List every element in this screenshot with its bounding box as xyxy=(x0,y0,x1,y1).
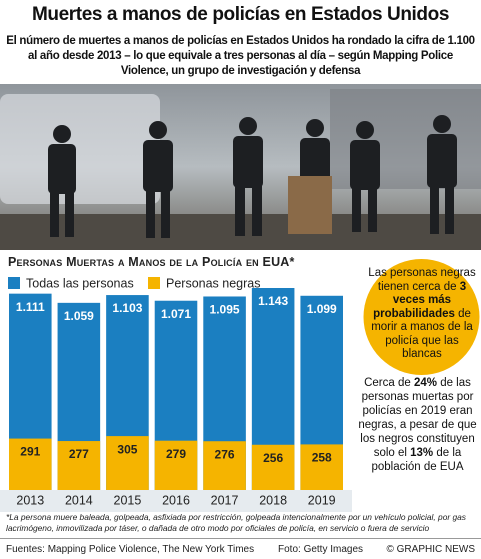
x-tick-label: 2017 xyxy=(211,493,239,507)
bar xyxy=(300,444,343,490)
callout-text: de la población de EUA xyxy=(371,447,464,473)
value-label: 1.099 xyxy=(307,302,337,316)
credit: © GRAPHIC NEWS xyxy=(386,544,476,555)
legend-swatch xyxy=(148,277,160,289)
legend-label: Todas las personas xyxy=(26,276,134,290)
value-label: 1.095 xyxy=(210,303,240,317)
legend-swatch xyxy=(8,277,20,289)
value-label: 276 xyxy=(215,447,235,461)
bar xyxy=(154,440,198,490)
value-label: 291 xyxy=(20,445,40,459)
value-label: 258 xyxy=(312,451,332,465)
x-tick-label: 2013 xyxy=(16,493,44,507)
photo-bollard xyxy=(288,176,332,234)
callout-text: de las personas muertas por policías en … xyxy=(358,377,477,459)
callout-background xyxy=(363,259,480,375)
subtitle: El número de muertes a manos de policías… xyxy=(6,35,475,77)
value-label: 256 xyxy=(263,451,283,465)
bar xyxy=(57,441,101,490)
bar xyxy=(203,441,246,490)
source: Fuentes: Mapping Police Violence, The Ne… xyxy=(6,544,255,555)
title: Muertes a manos de policías en Estados U… xyxy=(31,4,449,25)
value-label: 1.143 xyxy=(258,294,288,308)
x-tick-label: 2018 xyxy=(259,493,287,507)
callout: Cerca de 24% de las personas muertas por… xyxy=(357,376,478,474)
value-label: 1.071 xyxy=(161,307,191,321)
x-tick-label: 2016 xyxy=(162,493,190,507)
callout-text: Las personas negras tienen cerca de xyxy=(368,267,476,293)
callout-emphasis: 24% xyxy=(413,377,437,389)
year-band xyxy=(0,490,352,512)
callout-emphasis: 3 veces más probabilidades xyxy=(373,280,467,320)
value-label: 277 xyxy=(69,447,89,461)
value-label: 1.059 xyxy=(64,309,94,323)
x-tick-label: 2015 xyxy=(114,493,142,507)
callout-emphasis: 13% xyxy=(410,447,434,459)
footer: Fuentes: Mapping Police Violence, The Ne… xyxy=(0,538,481,559)
value-label: 1.111 xyxy=(16,300,45,314)
x-tick-label: 2014 xyxy=(65,493,93,507)
photo-credit: Foto: Getty Images xyxy=(278,544,364,555)
photo-van xyxy=(0,94,160,204)
callout-text: de morir a manos de la policía que las b… xyxy=(371,307,473,361)
callout-text: Cerca de xyxy=(364,377,414,389)
value-label: 305 xyxy=(117,442,137,456)
value-label: 1.103 xyxy=(112,301,142,315)
chart: Todas las personas Personas negras 1.111 29… xyxy=(0,276,352,512)
value-label: 279 xyxy=(166,447,186,461)
footnote: *La persona muere baleada, golpeada, asf… xyxy=(6,512,466,533)
callout: Las personas negras tienen cerca de 3 ve… xyxy=(366,267,478,362)
bar xyxy=(251,444,295,490)
legend-label: Personas negras xyxy=(166,276,261,290)
callout-circle xyxy=(363,259,480,375)
bar xyxy=(106,436,149,490)
x-tick-label: 2019 xyxy=(308,493,336,507)
chart-title: Personas Muertas a Manos de la Policía e… xyxy=(8,255,295,269)
photo xyxy=(0,84,481,250)
bar xyxy=(9,438,52,490)
